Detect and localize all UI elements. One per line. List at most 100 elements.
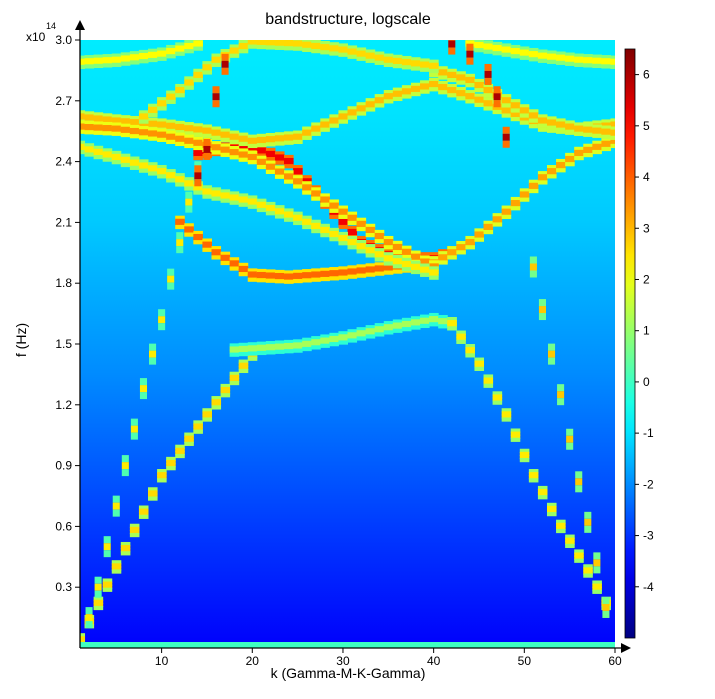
x-tick-label: 50 [518, 654, 532, 668]
band-cell [601, 55, 611, 60]
band-cell [202, 414, 212, 419]
band-cell [347, 228, 358, 234]
band-cell [166, 459, 176, 465]
band-cell [93, 54, 104, 59]
band-point [139, 378, 148, 386]
band-cell [211, 187, 222, 192]
band-cell [80, 126, 86, 131]
band-cell [420, 258, 430, 263]
band-cell [438, 251, 448, 256]
band-cell [438, 260, 448, 265]
band-cell [528, 124, 539, 129]
band-cell [401, 254, 412, 260]
band-cell [175, 444, 185, 449]
band-cell [410, 66, 421, 71]
band-point [103, 550, 111, 558]
band-cell [410, 250, 421, 255]
band-cell [510, 428, 521, 433]
band-cell [229, 371, 240, 376]
band-cell [465, 353, 475, 358]
band-cell [528, 188, 539, 194]
band-cell [338, 43, 348, 48]
band-cell [157, 97, 167, 102]
band-cell [392, 243, 403, 249]
band-cell [329, 230, 339, 236]
band-cell [474, 81, 485, 87]
band-cell [247, 143, 258, 149]
band-cell [420, 83, 430, 88]
band-cell [102, 60, 113, 65]
band-cell [410, 63, 421, 68]
band-cell [329, 342, 339, 347]
band-cell [175, 176, 185, 181]
band-cell [175, 218, 185, 223]
band-cell [519, 191, 530, 196]
band-cell [166, 119, 176, 124]
band-cell [138, 165, 149, 170]
band-cell [80, 143, 86, 148]
band-cell [265, 142, 276, 147]
band-cell [556, 525, 566, 531]
band-cell [265, 132, 276, 138]
band-cell [247, 198, 258, 203]
band-cell [138, 119, 149, 124]
band-baseline-strip [80, 642, 615, 648]
band-cell [157, 168, 167, 173]
band-cell [274, 171, 285, 176]
band-cell [338, 214, 348, 219]
band-cell [429, 263, 439, 268]
band-point [85, 614, 93, 622]
band-cell [474, 41, 485, 47]
band-cell [157, 118, 167, 123]
band-cell [574, 128, 584, 133]
band-cell [338, 52, 348, 57]
band-cell [474, 363, 485, 368]
band-cell [374, 100, 385, 105]
band-cell [256, 201, 267, 206]
band-point [484, 63, 492, 71]
band-cell [338, 269, 348, 274]
band-cell [229, 50, 240, 55]
band-cell [193, 420, 203, 425]
band-point [149, 357, 157, 365]
band-cell [519, 107, 530, 112]
band-cell [256, 136, 267, 142]
band-cell [392, 261, 403, 266]
band-point [566, 428, 574, 436]
band-cell [274, 276, 285, 281]
band-cell [120, 118, 131, 123]
band-cell [474, 357, 485, 362]
band-cell [420, 323, 430, 329]
y-tick-label: 0.3 [55, 580, 72, 594]
band-cell [574, 56, 584, 61]
band-cell [592, 54, 602, 59]
band-cell [556, 162, 566, 167]
band-cell [338, 116, 348, 121]
band-cell [193, 40, 203, 45]
band-cell [148, 103, 158, 108]
band-cell [202, 417, 212, 422]
band-cell [284, 140, 294, 145]
band-point [557, 384, 565, 392]
band-cell [293, 278, 303, 284]
band-cell [302, 132, 312, 137]
band-cell [256, 268, 267, 274]
y-exponent-base: x10 [26, 30, 46, 44]
band-cell [365, 250, 376, 255]
band-cell [365, 104, 376, 109]
band-cell [347, 231, 358, 237]
band-cell [338, 241, 348, 246]
band-cell [483, 229, 494, 235]
band-cell [556, 51, 566, 56]
band-cell [84, 152, 95, 157]
band-cell [583, 129, 593, 134]
band-cell [220, 131, 231, 136]
band-cell [601, 146, 611, 152]
band-cell [238, 138, 249, 143]
band-cell [265, 341, 276, 346]
band-cell [220, 137, 231, 142]
band-cell [274, 165, 285, 170]
band-cell [383, 270, 394, 275]
band-cell [374, 239, 385, 244]
band-cell [456, 71, 466, 76]
